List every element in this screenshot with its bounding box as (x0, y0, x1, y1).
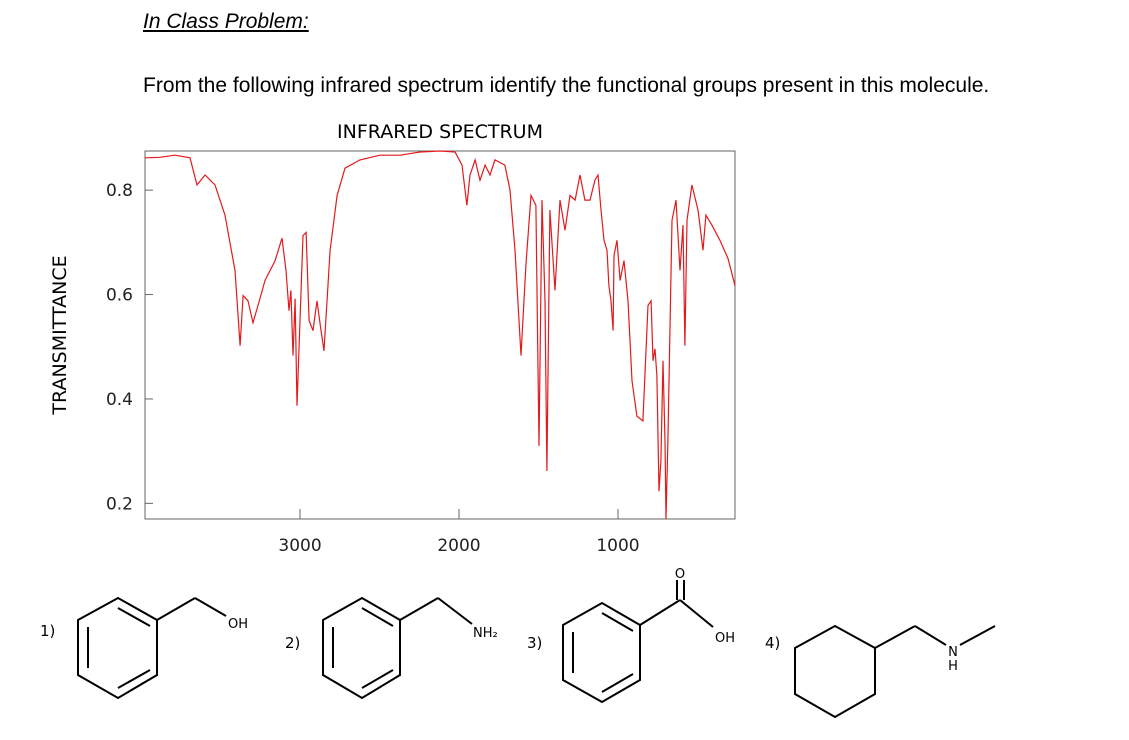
molecule-number: 4) (765, 634, 780, 652)
molecule-number: 3) (527, 634, 542, 652)
problem-title: In Class Problem: (143, 10, 309, 33)
bond (361, 669, 394, 689)
bond (117, 669, 151, 689)
ring (794, 624, 876, 719)
ring (562, 601, 641, 704)
bond (679, 599, 714, 628)
bond (914, 625, 947, 646)
x-tick-label: 3000 (278, 536, 321, 556)
x-tick-label: 1000 (596, 536, 639, 556)
ring (77, 596, 158, 700)
chart-title: INFRARED SPECTRUM (337, 121, 543, 143)
ring (322, 596, 401, 700)
atom-label: H (948, 659, 958, 674)
bond (874, 625, 916, 649)
bond (399, 597, 439, 621)
molecule-number: 2) (285, 634, 300, 652)
atom-label: NH₂ (473, 626, 498, 641)
y-tick-label: 0.2 (106, 494, 133, 514)
problem-prompt: From the following infrared spectrum ide… (143, 74, 990, 97)
atom-label: N (948, 645, 958, 660)
bond (117, 607, 151, 627)
bond (601, 673, 634, 693)
bond (601, 612, 634, 632)
molecule-number: 1) (40, 622, 55, 640)
y-tick-label: 0.4 (106, 390, 133, 410)
bond (639, 599, 681, 626)
x-tick-label: 2000 (437, 536, 480, 556)
y-tick-label: 0.8 (106, 181, 133, 201)
atom-label: OH (228, 617, 248, 632)
molecule-4: 4) N H (765, 624, 996, 719)
molecule-3: 3) O OH (527, 567, 735, 704)
atom-label: OH (715, 631, 735, 646)
atom-label: O (675, 567, 685, 582)
bond (437, 597, 473, 625)
molecule-2: 2) NH₂ (285, 596, 498, 700)
bond (959, 625, 996, 646)
bond (194, 597, 227, 617)
y-tick-label: 0.6 (106, 286, 133, 306)
molecule-1: 1) OH (40, 596, 248, 700)
y-axis-label: TRANSMITTANCE (49, 255, 71, 415)
spectrum-line (144, 150, 736, 520)
bond (361, 607, 394, 627)
bond (156, 597, 196, 621)
